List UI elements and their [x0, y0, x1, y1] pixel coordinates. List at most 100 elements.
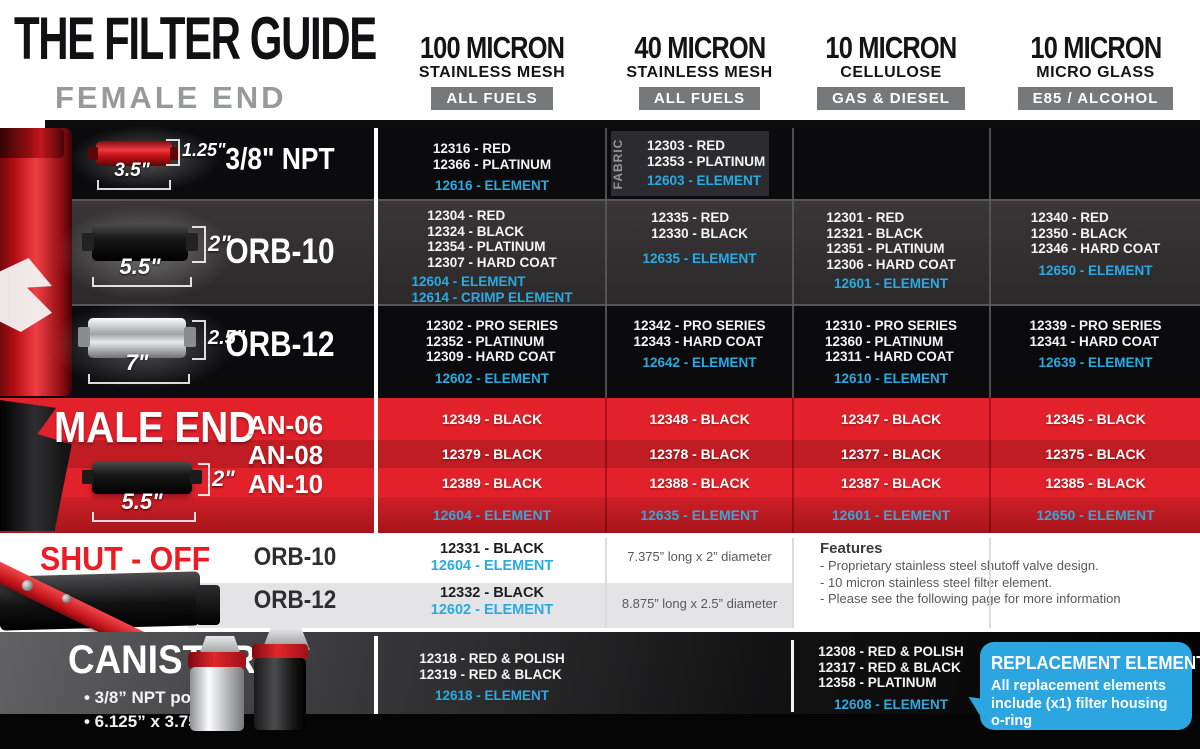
- row-label-npt: 3/8" NPT: [225, 141, 335, 176]
- part-number: 12347 - BLACK: [840, 411, 942, 427]
- micron-label: 100 MICRON: [419, 30, 565, 65]
- column-divider: [989, 128, 991, 398]
- red-canister-cap: [0, 128, 64, 158]
- male-element-cell: 12650 - ELEMENT: [991, 501, 1200, 529]
- fuel-badge: ALL FUELS: [638, 87, 761, 110]
- element-number-list: 12635 - ELEMENT: [642, 251, 757, 266]
- male-cell: 12385 - BLACK: [991, 469, 1200, 497]
- male-cell: 12378 - BLACK: [608, 440, 791, 468]
- part-number: 12387 - BLACK: [840, 475, 942, 491]
- parts-cell-orb12-cellulose: 12310 - PRO SERIES 12360 - PLATINUM 12311 …: [794, 318, 988, 386]
- fabric-tag: FABRIC: [611, 138, 625, 189]
- male-cell: 12348 - BLACK: [608, 405, 791, 433]
- fuel-badge: ALL FUELS: [431, 87, 553, 110]
- orb12-filter-photo: [88, 318, 186, 358]
- filter-end: [78, 327, 90, 347]
- valve-screw: [22, 580, 33, 591]
- dimension-height-label: 1.25": [182, 140, 226, 160]
- media-label: CELLULOSE: [840, 64, 942, 81]
- features-list: - Proprietary stainless steel shutoff va…: [820, 558, 1121, 606]
- male-cell: 12387 - BLACK: [794, 469, 988, 497]
- media-label: MICRO GLASS: [1036, 64, 1155, 81]
- shutoff-parts-orb10: 12331 - BLACK 12604 - ELEMENT: [379, 541, 605, 575]
- row-label-orb12: ORB-12: [225, 325, 335, 364]
- dimension-bracket: [166, 139, 180, 166]
- male-end-heading: MALE END: [54, 403, 257, 452]
- element-number: 12604 - ELEMENT: [432, 507, 552, 523]
- part-number-list: 12301 - RED 12321 - BLACK 12351 - PLATINUM…: [826, 210, 956, 272]
- male-cell: 12389 - BLACK: [379, 469, 605, 497]
- part-number-list: 12303 - RED 12353 - PLATINUM: [647, 138, 766, 169]
- media-label: STAINLESS MESH: [626, 64, 773, 81]
- female-end-heading: FEMALE END: [55, 80, 287, 115]
- element-number-list: 12618 - ELEMENT: [434, 688, 550, 703]
- shutoff-orb12-stripe: [188, 583, 792, 628]
- male-element-cell: 12601 - ELEMENT: [794, 501, 988, 529]
- filter-end: [82, 470, 94, 484]
- orb10-filter-photo: [92, 224, 188, 261]
- column-header-100-micron: 100 MICRON STAINLESS MESH ALL FUELS: [379, 30, 605, 110]
- part-number: 12385 - BLACK: [1045, 475, 1146, 491]
- element-number-list: 12610 - ELEMENT: [833, 370, 949, 386]
- part-number-list: 12316 - RED 12366 - PLATINUM: [432, 141, 552, 172]
- micron-label: 40 MICRON: [633, 30, 766, 65]
- row-separator: [72, 304, 1200, 306]
- element-number-list: 12616 - ELEMENT: [434, 178, 550, 193]
- male-end-element-row-background: [0, 497, 1200, 533]
- element-number-list: 12650 - ELEMENT: [1038, 262, 1153, 278]
- callout-title: REPLACEMENT ELEMENTS: [991, 652, 1200, 673]
- fuel-badge: E85 / ALCOHOL: [1017, 87, 1174, 110]
- part-number: 12349 - BLACK: [441, 411, 543, 427]
- column-divider: [791, 640, 794, 712]
- column-divider: [792, 128, 794, 398]
- red-canister-photo: [0, 128, 72, 396]
- row-label-an06: AN-06: [248, 410, 324, 440]
- dimension-length-label: 5.5": [121, 489, 163, 514]
- element-number-list: 12604 - ELEMENT: [430, 558, 554, 574]
- column-divider: [792, 538, 794, 628]
- table-divider: [374, 128, 378, 533]
- part-number: 12379 - BLACK: [441, 446, 543, 462]
- filter-end: [184, 327, 196, 347]
- row-label-orb10: ORB-10: [225, 232, 335, 271]
- element-number: 12650 - ELEMENT: [1036, 507, 1155, 523]
- row-npt-background: [0, 128, 1200, 200]
- row-label-an10: AN-10: [248, 469, 324, 499]
- male-cell: 12377 - BLACK: [794, 440, 988, 468]
- part-number-list: 12331 - BLACK: [440, 541, 544, 557]
- element-number-list: 12642 - ELEMENT: [642, 355, 757, 370]
- page-title: THE FILTER GUIDE: [14, 5, 377, 72]
- npt-filter-photo: [96, 141, 172, 166]
- micron-label: 10 MICRON: [825, 30, 957, 65]
- male-cell: 12349 - BLACK: [379, 405, 605, 433]
- canister-specs-list: • 3/8” NPT ports. • 6.125” x 3.75”: [84, 688, 218, 731]
- dimension-bracket: [88, 374, 190, 384]
- element-number-list: 12604 - ELEMENT 12614 - CRIMP ELEMENT: [411, 274, 573, 305]
- part-number-list: 12342 - PRO SERIES 12343 - HARD COAT: [633, 318, 766, 349]
- parts-cell-orb12-40: 12342 - PRO SERIES 12343 - HARD COAT 1264…: [608, 318, 791, 371]
- row-separator: [72, 199, 1200, 201]
- parts-cell-orb10-cellulose: 12301 - RED 12321 - BLACK 12351 - PLATINUM…: [794, 210, 988, 292]
- part-number-list: 12332 - BLACK: [440, 585, 544, 601]
- male-element-cell: 12604 - ELEMENT: [379, 501, 605, 529]
- male-cell: 12379 - BLACK: [379, 440, 605, 468]
- part-number: 12375 - BLACK: [1045, 446, 1146, 462]
- dimension-bracket: [198, 463, 210, 496]
- part-number-list: 12339 - PRO SERIES 12341 - HARD COAT: [1029, 318, 1162, 349]
- column-divider: [605, 538, 607, 628]
- part-number: 12378 - BLACK: [649, 446, 750, 462]
- dimension-bracket: [92, 277, 192, 287]
- shutoff-valve-end: [196, 585, 220, 625]
- male-cell: 12345 - BLACK: [991, 405, 1200, 433]
- element-number-list: 12602 - ELEMENT: [430, 602, 554, 618]
- dimension-length-label: 3.5": [114, 160, 150, 181]
- male-element-cell: 12635 - ELEMENT: [608, 501, 791, 529]
- dimension-bracket: [192, 226, 206, 263]
- fuel-badge: GAS & DIESEL: [817, 87, 965, 110]
- chrome-canister-photo: [190, 667, 244, 731]
- column-divider: [989, 398, 991, 533]
- part-number-list: 12308 - RED & POLISH 12317 - RED & BLACK 1…: [818, 644, 964, 690]
- element-number-list: 12602 - ELEMENT: [434, 370, 550, 386]
- part-number-list: 12318 - RED & POLISH 12319 - RED & BLACK: [419, 651, 565, 682]
